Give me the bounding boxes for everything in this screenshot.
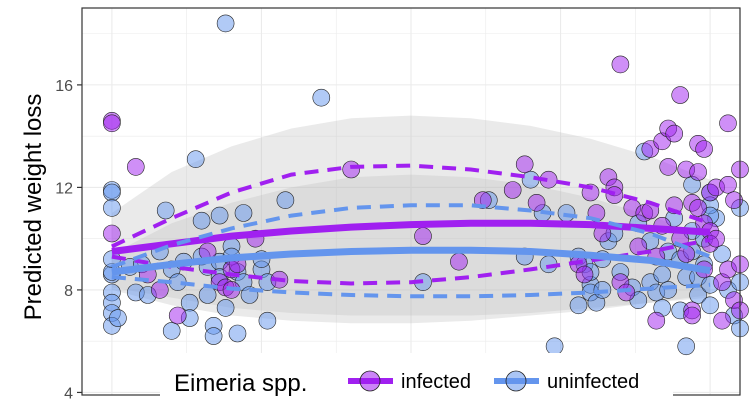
legend-background <box>160 353 673 407</box>
legend-label-uninfected: uninfected <box>547 371 639 393</box>
y-tick-label: 16 <box>55 78 73 95</box>
point-uninfected <box>216 299 235 317</box>
point-infected <box>647 311 666 330</box>
point-uninfected <box>312 88 331 107</box>
point-infected <box>719 114 737 133</box>
point-infected <box>659 158 678 176</box>
point-uninfected <box>186 150 205 168</box>
point-uninfected <box>198 286 217 304</box>
legend-title: Eimeria spp. <box>174 370 307 397</box>
fit-line-infected <box>111 219 711 255</box>
point-uninfected <box>204 327 223 345</box>
point-infected <box>611 55 630 74</box>
legend-label-infected: infected <box>401 371 471 393</box>
point-uninfected <box>156 201 175 220</box>
point-uninfected <box>659 281 678 299</box>
point-uninfected <box>234 204 253 222</box>
point-uninfected <box>180 293 199 312</box>
point-uninfected <box>109 309 127 327</box>
ci-upper-uninfected <box>111 203 711 269</box>
ci-lower-uninfected <box>111 275 711 299</box>
point-infected <box>103 224 121 243</box>
point-infected <box>665 124 684 143</box>
point-infected <box>689 199 707 217</box>
point-infected <box>151 281 169 299</box>
point-infected <box>342 160 361 179</box>
point-uninfected <box>210 206 229 225</box>
y-tick-label: 4 <box>64 385 73 402</box>
point-uninfected <box>276 191 295 209</box>
points-infected <box>103 55 749 330</box>
y-tick-label: 12 <box>55 180 73 197</box>
point-infected <box>707 229 725 248</box>
point-uninfected <box>569 296 588 315</box>
point-infected <box>168 306 187 325</box>
point-infected <box>725 191 743 209</box>
fit-line-uninfected <box>111 246 711 276</box>
y-tick-label: 8 <box>64 283 73 300</box>
point-uninfected <box>545 337 564 356</box>
point-infected <box>103 114 121 133</box>
ci-lower-infected <box>111 237 711 286</box>
point-infected <box>575 265 594 284</box>
y-axis: 4 8 12 16 <box>55 78 82 402</box>
point-infected <box>527 194 546 212</box>
point-uninfected <box>653 265 672 284</box>
legend-key-infected <box>348 370 393 392</box>
point-uninfected <box>701 296 719 315</box>
point-uninfected <box>103 183 121 202</box>
point-infected <box>450 252 468 271</box>
point-uninfected <box>228 324 247 343</box>
point-infected <box>414 227 432 245</box>
point-infected <box>503 181 522 199</box>
ci-upper-infected <box>111 163 711 249</box>
point-infected <box>127 158 145 176</box>
point-uninfected <box>677 337 696 356</box>
point-infected <box>671 86 690 104</box>
point-uninfected <box>192 211 211 230</box>
point-uninfected <box>557 204 576 222</box>
point-infected <box>689 163 707 181</box>
point-infected <box>695 140 713 158</box>
point-infected <box>683 306 701 325</box>
y-axis-title: Predicted weight loss <box>20 94 47 321</box>
point-uninfected <box>162 322 181 340</box>
point-uninfected <box>216 14 235 33</box>
point-uninfected <box>713 245 731 263</box>
point-infected <box>713 311 731 330</box>
point-uninfected <box>103 199 121 217</box>
point-uninfected <box>258 311 277 330</box>
point-infected <box>719 176 737 194</box>
point-infected <box>515 155 534 174</box>
fit-lines <box>111 163 711 299</box>
legend-key-uninfected <box>494 370 539 392</box>
legend: Eimeria spp. infected uninfected <box>160 353 673 407</box>
